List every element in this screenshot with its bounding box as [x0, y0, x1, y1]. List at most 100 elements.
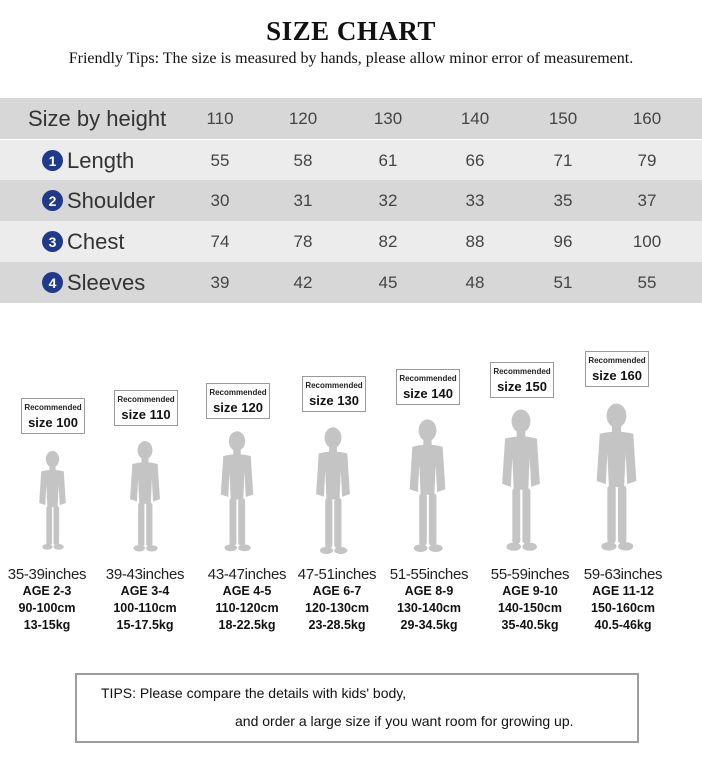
- table-cell: 160: [632, 108, 662, 128]
- row-label: 1 Length: [42, 140, 134, 181]
- recommended-label: Recommended: [209, 388, 267, 397]
- table-cell: 71: [553, 150, 573, 170]
- weight-kg: 35-40.5kg: [501, 618, 559, 632]
- row-label-text: Sleeves: [67, 269, 146, 295]
- table-cell: 79: [637, 150, 657, 170]
- table-cell: 82: [378, 231, 398, 251]
- table-cell: 61: [378, 150, 398, 170]
- child-silhouette-icon: [586, 402, 647, 559]
- recommended-size-box: Recommended size 100: [21, 398, 85, 434]
- child-silhouette-icon: [307, 426, 359, 562]
- table-row-chest: 3 Chest 74 78 82 88 96 100: [0, 221, 702, 262]
- height-cm: 120-130cm: [305, 601, 369, 615]
- recommended-size: size 130: [309, 393, 359, 408]
- age-range: AGE 11-12: [592, 584, 654, 598]
- table-cell: 39: [210, 272, 230, 292]
- weight-kg: 18-22.5kg: [218, 618, 276, 632]
- table-cell: 30: [210, 190, 230, 210]
- recommended-label: Recommended: [588, 356, 646, 365]
- table-cell: 120: [288, 108, 318, 128]
- figure-caption: 39-43inches AGE 3-4 100-110cm 15-17.5kg: [95, 566, 195, 634]
- weight-kg: 13-15kg: [23, 618, 71, 632]
- height-inches: 47-51inches: [297, 566, 377, 583]
- row-label-text: Length: [67, 147, 135, 173]
- number-badge: 1: [42, 150, 63, 171]
- table-cell: 66: [465, 150, 485, 170]
- recommended-label: Recommended: [117, 395, 175, 404]
- child-silhouette-icon: [400, 418, 455, 560]
- figure-caption: 43-47inches AGE 4-5 110-120cm 18-22.5kg: [197, 566, 297, 634]
- height-inches: 55-59inches: [490, 566, 570, 583]
- recommended-size-box: Recommended size 150: [490, 362, 554, 398]
- tips-line-2: and order a large size if you want room …: [235, 713, 574, 729]
- figure-caption: 51-55inches AGE 8-9 130-140cm 29-34.5kg: [379, 566, 479, 634]
- table-cell: 130: [373, 108, 403, 128]
- table-header-row: Size by height 110 120 130 140 150 160: [0, 98, 702, 139]
- figure-caption: 55-59inches AGE 9-10 140-150cm 35-40.5kg: [480, 566, 580, 634]
- table-cell: 51: [553, 272, 573, 292]
- row-label-text: Shoulder: [67, 187, 156, 213]
- recommended-label: Recommended: [305, 381, 363, 390]
- recommended-size: size 120: [213, 400, 263, 415]
- height-inches: 51-55inches: [389, 566, 469, 583]
- row-label: 2 Shoulder: [42, 180, 155, 221]
- child-silhouette-icon: [212, 430, 262, 559]
- table-cell: 78: [293, 231, 313, 251]
- child-silhouette-icon: [122, 440, 168, 559]
- tips-box: TIPS: Please compare the details with ki…: [75, 673, 639, 743]
- age-range: AGE 4-5: [222, 584, 272, 598]
- recommended-size-box: Recommended size 130: [302, 376, 366, 412]
- table-row-sleeves: 4 Sleeves 39 42 45 48 51 55: [0, 262, 702, 303]
- child-silhouette-icon: [492, 408, 550, 559]
- table-cell: 48: [465, 272, 485, 292]
- table-cell: 42: [293, 272, 313, 292]
- table-cell: 55: [210, 150, 230, 170]
- weight-kg: 23-28.5kg: [308, 618, 366, 632]
- recommended-size-box: Recommended size 120: [206, 383, 270, 419]
- table-cell: 96: [553, 231, 573, 251]
- recommended-size: size 160: [592, 368, 642, 383]
- table-cell: 32: [378, 190, 398, 210]
- figure-caption: 47-51inches AGE 6-7 120-130cm 23-28.5kg: [287, 566, 387, 634]
- table-cell: 37: [637, 190, 657, 210]
- height-cm: 150-160cm: [591, 601, 655, 615]
- table-row-length: 1 Length 55 58 61 66 71 79: [0, 140, 702, 181]
- table-cell: 140: [460, 108, 490, 128]
- recommended-label: Recommended: [399, 374, 457, 383]
- recommended-size-box: Recommended size 140: [396, 369, 460, 405]
- table-cell: 35: [553, 190, 573, 210]
- table-cell: 45: [378, 272, 398, 292]
- table-row-shoulder: 2 Shoulder 30 31 32 33 35 37: [0, 180, 702, 221]
- recommended-size: size 110: [121, 407, 171, 422]
- tips-line-1: TIPS: Please compare the details with ki…: [101, 685, 407, 701]
- recommended-size-box: Recommended size 110: [114, 390, 178, 426]
- height-cm: 140-150cm: [498, 601, 562, 615]
- figure-caption: 59-63inches AGE 11-12 150-160cm 40.5-46kg: [573, 566, 673, 634]
- height-cm: 110-120cm: [215, 601, 279, 615]
- table-cell: 110: [206, 108, 234, 128]
- number-badge: 3: [42, 231, 63, 252]
- row-label: Size by height: [28, 98, 166, 139]
- table-cell: 33: [465, 190, 485, 210]
- child-silhouette-icon: [32, 450, 73, 557]
- height-inches: 39-43inches: [105, 566, 185, 583]
- height-inches: 59-63inches: [583, 566, 663, 583]
- age-range: AGE 9-10: [502, 584, 558, 598]
- page-title: SIZE CHART: [266, 16, 436, 46]
- age-range: AGE 8-9: [404, 584, 454, 598]
- recommended-label: Recommended: [24, 403, 82, 412]
- recommended-size: size 140: [403, 386, 453, 401]
- figure-caption: 35-39inches AGE 2-3 90-100cm 13-15kg: [0, 566, 97, 634]
- weight-kg: 29-34.5kg: [400, 618, 458, 632]
- height-cm: 130-140cm: [397, 601, 461, 615]
- table-cell: 58: [293, 150, 313, 170]
- table-cell: 74: [210, 231, 230, 251]
- table-cell: 100: [632, 231, 662, 251]
- recommended-size: size 100: [28, 415, 78, 430]
- height-cm: 90-100cm: [18, 601, 76, 615]
- age-range: AGE 6-7: [312, 584, 362, 598]
- weight-kg: 40.5-46kg: [594, 618, 652, 632]
- row-label: 3 Chest: [42, 221, 124, 262]
- recommended-size-box: Recommended size 160: [585, 351, 649, 387]
- number-badge: 2: [42, 190, 63, 211]
